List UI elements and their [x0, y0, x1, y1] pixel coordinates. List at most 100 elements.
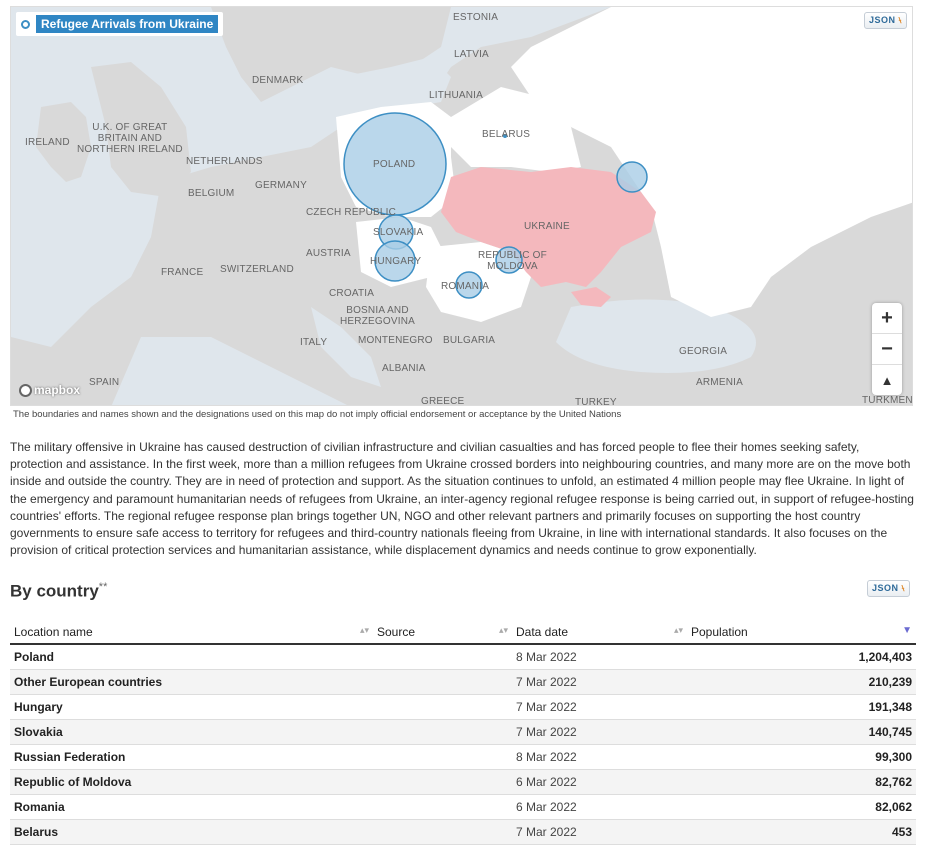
bubble-moldova[interactable] — [495, 246, 523, 274]
label-romania: ROMANIA — [441, 281, 490, 292]
label-germany: GERMANY — [255, 180, 307, 191]
mapbox-attribution[interactable]: mapbox — [19, 383, 80, 397]
intro-paragraph: The military offensive in Ukraine has ca… — [10, 440, 914, 558]
adriatic-sea — [311, 307, 381, 387]
table-row[interactable]: Romania 6 Mar 2022 82,062 — [10, 794, 916, 820]
label-georgia: GEORGIA — [679, 346, 728, 357]
col-source[interactable]: Source ▴▾ — [373, 622, 512, 645]
date-cell: 8 Mar 2022 — [512, 644, 687, 670]
table-row[interactable]: Belarus 7 Mar 2022 453 — [10, 819, 916, 845]
map-panel[interactable]: ESTONIA LATVIA LITHUANIA DENMARK U.K. OF… — [10, 6, 913, 406]
population-cell: 140,745 — [687, 719, 916, 745]
bubble-russia[interactable] — [616, 161, 648, 193]
source-cell — [373, 669, 512, 695]
table-json-label: JSON — [872, 583, 899, 593]
sort-icon: ▴▾ — [498, 625, 508, 635]
map-title: Refugee Arrivals from Ukraine — [36, 15, 219, 33]
label-croatia: CROATIA — [329, 288, 375, 299]
label-italy: ITALY — [300, 337, 328, 348]
col-data-date[interactable]: Data date ▴▾ — [512, 622, 687, 645]
bubble-hungary[interactable] — [374, 240, 416, 282]
label-estonia: ESTONIA — [453, 12, 499, 23]
location-cell: Republic of Moldova — [10, 769, 373, 795]
source-cell — [373, 794, 512, 820]
population-cell: 210,239 — [687, 669, 916, 695]
label-poland: POLAND — [373, 159, 416, 170]
source-cell — [373, 644, 512, 670]
location-cell: Slovakia — [10, 719, 373, 745]
source-cell — [373, 819, 512, 845]
col-population[interactable]: Population ▼ — [687, 622, 916, 645]
zoom-out-button[interactable]: − — [872, 334, 902, 365]
label-switzerland: SWITZERLAND — [220, 264, 294, 275]
label-belarus: BELARUS — [482, 129, 531, 140]
label-ukraine: UKRAINE — [524, 221, 570, 232]
zoom-control[interactable]: + − ▲ — [872, 303, 902, 395]
date-cell: 6 Mar 2022 — [512, 769, 687, 795]
label-slovakia: SLOVAKIA — [373, 227, 424, 238]
compass-button[interactable]: ▲ — [880, 372, 894, 388]
map-canvas[interactable] — [11, 7, 913, 406]
table-row[interactable]: Other European countries 7 Mar 2022 210,23… — [10, 669, 916, 695]
location-cell: Romania — [10, 794, 373, 820]
russia-region — [511, 7, 912, 317]
population-cell: 1,204,403 — [687, 644, 916, 670]
mapbox-logo-icon — [19, 383, 32, 397]
location-cell: Poland — [10, 644, 373, 670]
date-cell: 7 Mar 2022 — [512, 819, 687, 845]
uk-landmass-2 — [91, 62, 191, 197]
circle-icon — [21, 19, 30, 29]
by-country-title-mark: ** — [98, 581, 108, 593]
sort-desc-icon: ▼ — [902, 625, 912, 636]
source-cell — [373, 694, 512, 720]
belarus-region — [451, 87, 581, 172]
table-row[interactable]: Poland 8 Mar 2022 1,204,403 — [10, 644, 916, 670]
rss-icon: ⧷ — [901, 583, 906, 593]
label-latvia: LATVIA — [454, 49, 489, 60]
scandinavia-landmass — [211, 7, 451, 102]
label-czech: CZECH REPUBLIC — [306, 207, 397, 218]
ukraine-region — [441, 167, 656, 287]
zoom-in-button[interactable]: + — [872, 303, 902, 334]
map-json-button[interactable]: JSON ⧷ — [863, 12, 907, 29]
mediterranean-sea — [111, 337, 347, 405]
label-spain: SPAIN — [89, 377, 120, 388]
sort-icon: ▴▾ — [359, 625, 369, 635]
population-cell: 453 — [687, 819, 916, 845]
crimea-region — [571, 287, 611, 307]
date-cell: 7 Mar 2022 — [512, 694, 687, 720]
mapbox-text: mapbox — [34, 383, 81, 397]
table-row[interactable]: Russian Federation 8 Mar 2022 99,300 — [10, 744, 916, 770]
col-location-name[interactable]: Location name ▴▾ — [10, 622, 373, 645]
black-sea — [556, 299, 756, 373]
bubble-romania[interactable] — [455, 271, 483, 299]
label-turkey: TURKEY — [575, 397, 617, 406]
label-bosnia: BOSNIA AND HERZEGOVINA — [340, 305, 415, 327]
source-cell — [373, 744, 512, 770]
label-montenegro: MONTENEGRO — [358, 335, 433, 346]
table-json-button[interactable]: JSON ⧷ — [867, 580, 911, 597]
population-cell: 82,762 — [687, 769, 916, 795]
label-armenia: ARMENIA — [696, 377, 743, 388]
uk-landmass — [36, 102, 91, 182]
table-header-row: Location name ▴▾ Source ▴▾ Data date ▴▾ Pop… — [10, 622, 916, 645]
location-cell: Russian Federation — [10, 744, 373, 770]
table-row[interactable]: Republic of Moldova 6 Mar 2022 82,762 — [10, 769, 916, 795]
bubble-belarus[interactable] — [503, 134, 507, 138]
table-body: Poland 8 Mar 2022 1,204,403 Other European … — [10, 644, 916, 845]
label-uk: U.K. OF GREAT BRITAIN AND NORTHERN IRELA… — [77, 122, 183, 155]
by-country-title: By country — [10, 581, 99, 601]
date-cell: 7 Mar 2022 — [512, 669, 687, 695]
label-austria: AUSTRIA — [306, 248, 351, 259]
table-row[interactable]: Slovakia 7 Mar 2022 140,745 — [10, 719, 916, 745]
source-cell — [373, 769, 512, 795]
label-france: FRANCE — [161, 267, 204, 278]
table-row[interactable]: Hungary 7 Mar 2022 191,348 — [10, 694, 916, 720]
date-cell: 7 Mar 2022 — [512, 719, 687, 745]
label-greece: GREECE — [421, 396, 465, 406]
map-disclaimer: The boundaries and names shown and the d… — [13, 409, 622, 420]
map-legend[interactable]: Refugee Arrivals from Ukraine — [16, 12, 224, 36]
map-json-label: JSON — [868, 15, 896, 25]
label-hungary: HUNGARY — [370, 256, 422, 267]
label-denmark: DENMARK — [252, 75, 304, 86]
